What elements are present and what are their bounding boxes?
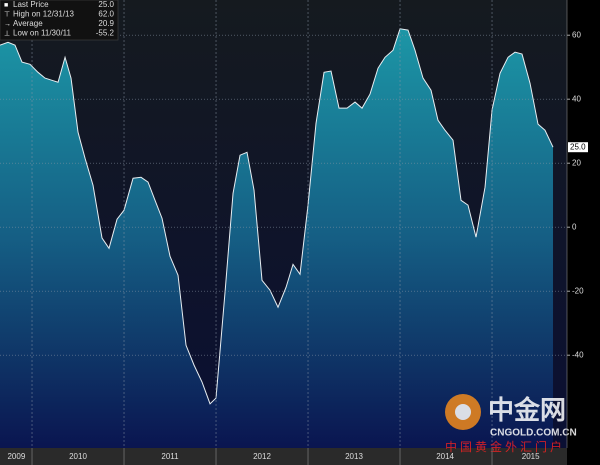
- x-axis-strip: [0, 448, 567, 465]
- legend-name: Last Price: [13, 0, 49, 9]
- legend-icon: ⊥: [4, 30, 10, 37]
- y-tick-label: 0: [572, 222, 577, 231]
- logo-slogan: 中国黄金外汇门户: [445, 439, 565, 454]
- legend-icon: →: [4, 21, 11, 28]
- logo-icon: [455, 404, 471, 420]
- x-tick-label: 2013: [345, 452, 363, 461]
- area: [0, 28, 554, 449]
- legend-name: Average: [13, 19, 43, 28]
- x-tick-label: 2012: [253, 452, 271, 461]
- legend-name: Low on 11/30/11: [13, 29, 72, 38]
- last-price-tag: [568, 142, 588, 153]
- legend-name: High on 12/31/13: [13, 10, 74, 19]
- y-tick-label: 60: [572, 30, 581, 39]
- y-tick-label: -20: [572, 286, 584, 295]
- x-tick-label: 2015: [522, 452, 540, 461]
- legend-box: [0, 0, 119, 41]
- legend-value: 25.0: [98, 0, 114, 9]
- logo-text: 中金网: [488, 395, 566, 425]
- y-tick-label: 40: [572, 94, 581, 103]
- legend-icon: ⊤: [4, 11, 10, 18]
- plot: [0, 0, 567, 449]
- x-tick-label: 2011: [161, 452, 179, 461]
- y-tick-label: -40: [572, 350, 584, 359]
- legend-icon: ■: [4, 2, 8, 9]
- y-tick-label: 20: [572, 158, 581, 167]
- x-tick-label: 2010: [69, 452, 87, 461]
- legend-value: 20.9: [98, 19, 114, 28]
- x-tick-label: 2014: [436, 452, 454, 461]
- watermark: 中金网 CNGOLD.COM.CN 中国黄金外汇门户: [445, 394, 577, 454]
- last-price-label: 25.0: [570, 142, 586, 151]
- legend: ■ Last Price 25.0 ⊤ High on 12/31/13 62.0 → Ave…: [0, 0, 119, 41]
- x-tick-label: 2009: [7, 452, 25, 461]
- line: [0, 28, 554, 405]
- logo-site: CNGOLD.COM.CN: [490, 428, 577, 439]
- legend-value: -55.2: [96, 29, 115, 38]
- legend-value: 62.0: [98, 10, 114, 19]
